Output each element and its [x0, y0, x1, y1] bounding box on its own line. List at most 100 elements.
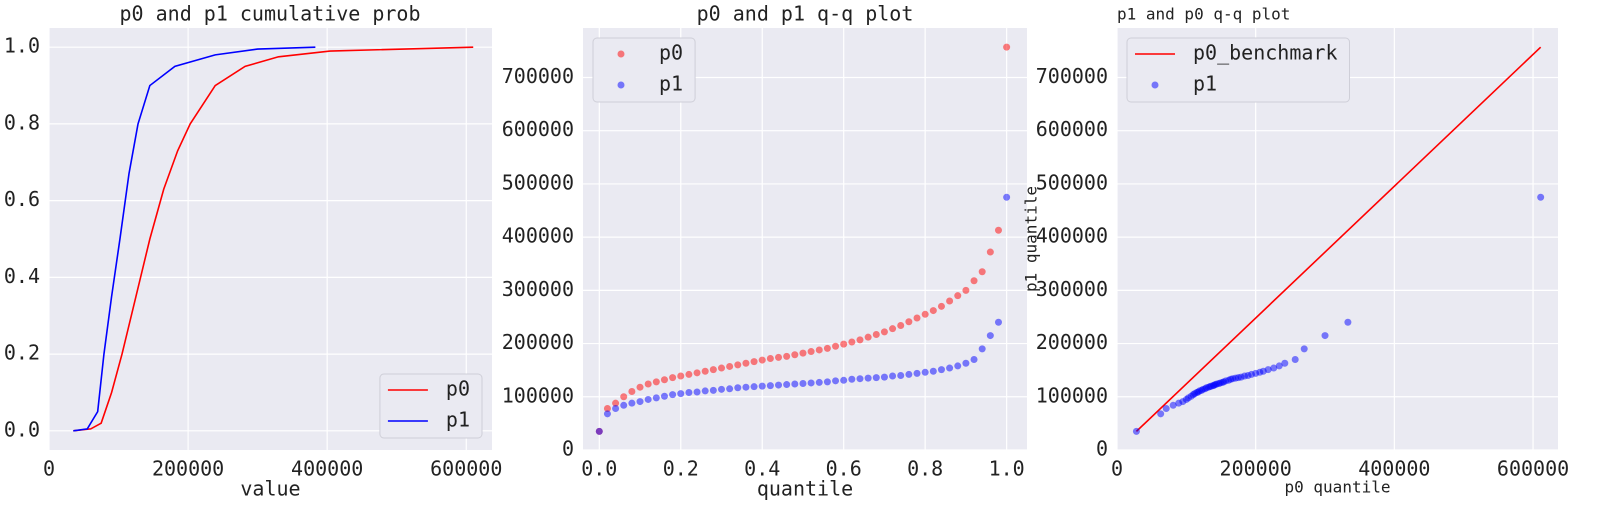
- y-tick-label: 1.0: [4, 34, 40, 58]
- scatter-point: [929, 367, 937, 375]
- y-tick-label: 400000: [502, 224, 574, 248]
- scatter-point: [693, 388, 701, 396]
- scatter-point: [709, 386, 717, 394]
- scatter-point: [994, 318, 1002, 326]
- scatter-point: [937, 366, 945, 374]
- scatter-point: [1264, 366, 1272, 374]
- scatter-point: [913, 314, 921, 322]
- scatter-point: [652, 394, 660, 402]
- scatter-point: [1281, 359, 1289, 367]
- scatter-point: [734, 361, 742, 369]
- scatter-point: [807, 348, 815, 356]
- scatter-point: [978, 268, 986, 276]
- legend-label: p1: [1193, 72, 1217, 96]
- scatter-point: [994, 226, 1002, 234]
- scatter-point: [970, 277, 978, 285]
- scatter-point: [823, 378, 831, 386]
- scatter-point: [636, 383, 644, 391]
- scatter-point: [775, 381, 783, 389]
- scatter-point: [660, 376, 668, 384]
- scatter-point: [644, 380, 652, 388]
- series-line: [1135, 46, 1542, 432]
- scatter-point: [978, 345, 986, 353]
- scatter-point: [897, 321, 905, 329]
- scatter-point: [669, 391, 677, 399]
- legend-label: p0_benchmark: [1193, 41, 1338, 65]
- scatter-point: [791, 351, 799, 359]
- scatter-point: [905, 370, 913, 378]
- x-tick-label: 0.8: [907, 457, 943, 481]
- y-tick-label: 0.4: [4, 264, 40, 288]
- scatter-point: [1321, 332, 1329, 340]
- scatter-point: [775, 353, 783, 361]
- scatter-point: [1003, 193, 1011, 201]
- scatter-point: [628, 399, 636, 407]
- scatter-point: [750, 383, 758, 391]
- scatter-point: [1162, 404, 1170, 412]
- x-tick-label: 400000: [1358, 457, 1430, 481]
- scatter-point: [1157, 410, 1165, 418]
- x-axis-label: quantile: [757, 477, 853, 501]
- y-tick-label: 400000: [1036, 224, 1108, 248]
- series-line: [73, 46, 474, 432]
- y-tick-label: 600000: [1036, 117, 1108, 141]
- scatter-point: [1132, 427, 1140, 435]
- scatter-point: [880, 328, 888, 336]
- scatter-point: [644, 395, 652, 403]
- scatter-point: [660, 392, 668, 400]
- scatter-point: [628, 387, 636, 395]
- x-tick-label: 0.6: [826, 457, 862, 481]
- y-tick-label: 200000: [502, 330, 574, 354]
- scatter-point: [986, 248, 994, 256]
- scatter-point: [1275, 362, 1283, 370]
- scatter-point: [726, 385, 734, 393]
- legend-label: p1: [446, 408, 470, 432]
- scatter-point: [929, 307, 937, 315]
- scatter-point: [1537, 193, 1545, 201]
- x-axis-label: value: [240, 477, 300, 501]
- scatter-point: [701, 367, 709, 375]
- scatter-point: [734, 384, 742, 392]
- legend-label: p1: [659, 72, 683, 96]
- y-tick-label: 600000: [502, 117, 574, 141]
- scatter-point: [799, 349, 807, 357]
- scatter-point: [872, 374, 880, 382]
- scatter-point: [832, 377, 840, 385]
- y-tick-label: 500000: [502, 170, 574, 194]
- scatter-point: [612, 399, 620, 407]
- scatter-point: [766, 354, 774, 362]
- scatter-point: [783, 381, 791, 389]
- scatter-point: [864, 374, 872, 382]
- y-tick-label: 0.0: [4, 417, 40, 441]
- scatter-point: [701, 387, 709, 395]
- y-tick-label: 0: [562, 437, 574, 461]
- chart-title: p0 and p1 q-q plot: [697, 2, 914, 26]
- scatter-point: [946, 364, 954, 372]
- x-tick-label: 0.0: [581, 457, 617, 481]
- scatter-point: [897, 371, 905, 379]
- scatter-point: [962, 286, 970, 294]
- scatter-point: [636, 398, 644, 406]
- scatter-point: [758, 356, 766, 364]
- scatter-point: [954, 362, 962, 370]
- chart-title: p0 and p1 cumulative prob: [119, 2, 420, 26]
- scatter-point: [905, 318, 913, 326]
- scatter-point: [815, 346, 823, 354]
- scatter-point: [864, 333, 872, 341]
- scatter-point: [709, 366, 717, 374]
- subplot: 0.0 0.2 0.4 0.6 0.8 1.0 0 100000 200000 300000 400…: [502, 2, 1027, 501]
- x-tick-label: 200000: [1220, 457, 1292, 481]
- y-tick-label: 300000: [1036, 277, 1108, 301]
- y-tick-label: 0: [1096, 437, 1108, 461]
- scatter-point: [1300, 345, 1308, 353]
- scatter-point: [872, 331, 880, 339]
- y-tick-label: 700000: [1036, 64, 1108, 88]
- scatter-point: [815, 378, 823, 386]
- subplot: 0 200000 400000 600000 0.0 0.2 0.4 0.6 0.8 1.0 p0 …: [4, 2, 503, 501]
- scatter-point: [750, 358, 758, 366]
- x-axis-label: p0 quantile: [1285, 478, 1391, 497]
- y-tick-label: 700000: [502, 64, 574, 88]
